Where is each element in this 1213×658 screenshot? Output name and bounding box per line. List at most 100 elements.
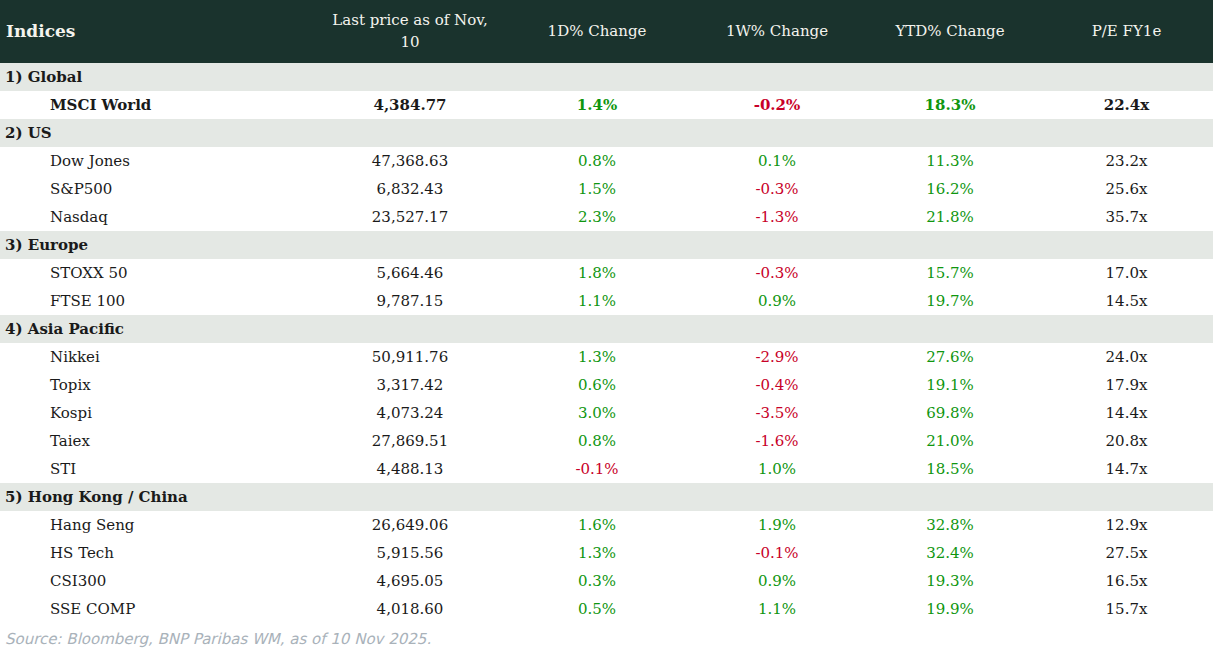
- cell-1w-change: -3.5%: [694, 399, 860, 427]
- cell-ytd-change: 15.7%: [860, 259, 1040, 287]
- cell-index-name: Kospi: [0, 399, 320, 427]
- cell-ytd-change: 18.5%: [860, 455, 1040, 483]
- cell-index-name: Dow Jones: [0, 147, 320, 175]
- table-row: STI4,488.13-0.1%1.0%18.5%14.7x: [0, 455, 1213, 483]
- cell-index-name: Hang Seng: [0, 511, 320, 539]
- cell-index-name: STOXX 50: [0, 259, 320, 287]
- cell-pe: 12.9x: [1040, 511, 1213, 539]
- section-label: 3) Europe: [0, 231, 1213, 259]
- cell-last-price: 50,911.76: [320, 343, 500, 371]
- cell-last-price: 3,317.42: [320, 371, 500, 399]
- cell-index-name: CSI300: [0, 567, 320, 595]
- cell-1d-change: -0.1%: [500, 455, 694, 483]
- cell-last-price: 4,384.77: [320, 91, 500, 119]
- table-row: Dow Jones47,368.630.8%0.1%11.3%23.2x: [0, 147, 1213, 175]
- cell-last-price: 4,695.05: [320, 567, 500, 595]
- cell-last-price: 4,488.13: [320, 455, 500, 483]
- section-label: 1) Global: [0, 63, 1213, 91]
- cell-pe: 24.0x: [1040, 343, 1213, 371]
- table-row: FTSE 1009,787.151.1%0.9%19.7%14.5x: [0, 287, 1213, 315]
- cell-1d-change: 0.5%: [500, 595, 694, 623]
- cell-ytd-change: 21.8%: [860, 203, 1040, 231]
- cell-1d-change: 1.3%: [500, 343, 694, 371]
- cell-last-price: 9,787.15: [320, 287, 500, 315]
- cell-ytd-change: 18.3%: [860, 91, 1040, 119]
- column-header-pe: P/E FY1e: [1040, 0, 1213, 63]
- cell-pe: 35.7x: [1040, 203, 1213, 231]
- table-row: Nikkei50,911.761.3%-2.9%27.6%24.0x: [0, 343, 1213, 371]
- table-row: MSCI World4,384.771.4%-0.2%18.3%22.4x: [0, 91, 1213, 119]
- table-title: Indices: [0, 0, 320, 63]
- column-header-last-price: Last price as of Nov, 10: [320, 0, 500, 63]
- cell-1w-change: 0.9%: [694, 567, 860, 595]
- cell-last-price: 5,664.46: [320, 259, 500, 287]
- cell-pe: 14.5x: [1040, 287, 1213, 315]
- cell-pe: 20.8x: [1040, 427, 1213, 455]
- cell-ytd-change: 27.6%: [860, 343, 1040, 371]
- cell-last-price: 4,073.24: [320, 399, 500, 427]
- column-header-1w-change: 1W% Change: [694, 0, 860, 63]
- table-row: SSE COMP4,018.600.5%1.1%19.9%15.7x: [0, 595, 1213, 623]
- cell-ytd-change: 19.9%: [860, 595, 1040, 623]
- cell-1w-change: -0.3%: [694, 259, 860, 287]
- cell-1d-change: 2.3%: [500, 203, 694, 231]
- table-row: Kospi4,073.243.0%-3.5%69.8%14.4x: [0, 399, 1213, 427]
- cell-last-price: 5,915.56: [320, 539, 500, 567]
- cell-1d-change: 0.6%: [500, 371, 694, 399]
- column-header-1d-change: 1D% Change: [500, 0, 694, 63]
- cell-last-price: 6,832.43: [320, 175, 500, 203]
- cell-index-name: STI: [0, 455, 320, 483]
- cell-index-name: FTSE 100: [0, 287, 320, 315]
- cell-1w-change: -1.3%: [694, 203, 860, 231]
- source-note: Source: Bloomberg, BNP Paribas WM, as of…: [5, 630, 431, 648]
- cell-ytd-change: 19.3%: [860, 567, 1040, 595]
- section-row: 5) Hong Kong / China: [0, 483, 1213, 511]
- indices-table-page: Indices Last price as of Nov, 10 1D% Cha…: [0, 0, 1213, 658]
- indices-table: Indices Last price as of Nov, 10 1D% Cha…: [0, 0, 1213, 623]
- section-row: 4) Asia Pacific: [0, 315, 1213, 343]
- cell-1d-change: 1.5%: [500, 175, 694, 203]
- cell-pe: 23.2x: [1040, 147, 1213, 175]
- cell-pe: 16.5x: [1040, 567, 1213, 595]
- cell-ytd-change: 16.2%: [860, 175, 1040, 203]
- cell-1d-change: 1.4%: [500, 91, 694, 119]
- cell-1w-change: -0.3%: [694, 175, 860, 203]
- section-row: 1) Global: [0, 63, 1213, 91]
- cell-index-name: MSCI World: [0, 91, 320, 119]
- cell-last-price: 27,869.51: [320, 427, 500, 455]
- cell-index-name: HS Tech: [0, 539, 320, 567]
- cell-pe: 15.7x: [1040, 595, 1213, 623]
- table-row: Topix3,317.420.6%-0.4%19.1%17.9x: [0, 371, 1213, 399]
- cell-1w-change: 1.9%: [694, 511, 860, 539]
- cell-1d-change: 0.8%: [500, 427, 694, 455]
- table-row: STOXX 505,664.461.8%-0.3%15.7%17.0x: [0, 259, 1213, 287]
- cell-pe: 17.9x: [1040, 371, 1213, 399]
- table-header: Indices Last price as of Nov, 10 1D% Cha…: [0, 0, 1213, 63]
- table-row: HS Tech5,915.561.3%-0.1%32.4%27.5x: [0, 539, 1213, 567]
- table-row: CSI3004,695.050.3%0.9%19.3%16.5x: [0, 567, 1213, 595]
- cell-last-price: 26,649.06: [320, 511, 500, 539]
- cell-ytd-change: 32.8%: [860, 511, 1040, 539]
- cell-1w-change: -0.2%: [694, 91, 860, 119]
- cell-last-price: 47,368.63: [320, 147, 500, 175]
- cell-1w-change: -2.9%: [694, 343, 860, 371]
- cell-1w-change: 1.1%: [694, 595, 860, 623]
- section-label: 2) US: [0, 119, 1213, 147]
- cell-1d-change: 3.0%: [500, 399, 694, 427]
- cell-pe: 25.6x: [1040, 175, 1213, 203]
- table-row: Taiex27,869.510.8%-1.6%21.0%20.8x: [0, 427, 1213, 455]
- cell-1d-change: 0.3%: [500, 567, 694, 595]
- cell-index-name: Nasdaq: [0, 203, 320, 231]
- cell-pe: 22.4x: [1040, 91, 1213, 119]
- cell-ytd-change: 19.1%: [860, 371, 1040, 399]
- table-row: Hang Seng26,649.061.6%1.9%32.8%12.9x: [0, 511, 1213, 539]
- cell-index-name: Topix: [0, 371, 320, 399]
- cell-pe: 14.7x: [1040, 455, 1213, 483]
- cell-last-price: 23,527.17: [320, 203, 500, 231]
- cell-1w-change: -1.6%: [694, 427, 860, 455]
- cell-1d-change: 0.8%: [500, 147, 694, 175]
- cell-1w-change: 0.9%: [694, 287, 860, 315]
- cell-1d-change: 1.8%: [500, 259, 694, 287]
- cell-pe: 14.4x: [1040, 399, 1213, 427]
- cell-ytd-change: 11.3%: [860, 147, 1040, 175]
